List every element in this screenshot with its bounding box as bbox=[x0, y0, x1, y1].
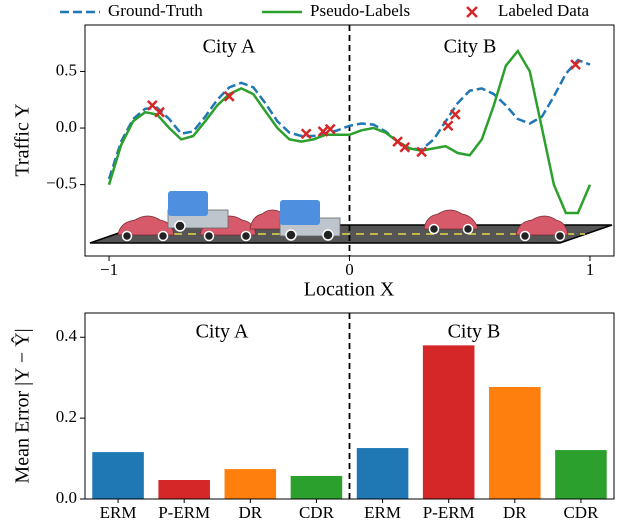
y-tick-label: 0.2 bbox=[56, 407, 77, 426]
labeled-point bbox=[444, 121, 453, 130]
annotation: City A bbox=[203, 36, 256, 58]
y-axis-label: Traffic Y bbox=[12, 103, 34, 176]
x-tick-label: 0 bbox=[345, 260, 354, 279]
bar bbox=[423, 345, 475, 499]
truck-cargo bbox=[280, 200, 320, 225]
x-tick-label: DR bbox=[503, 503, 527, 522]
bar bbox=[555, 450, 607, 499]
wheel bbox=[175, 221, 185, 231]
legend-label: Ground-Truth bbox=[108, 1, 203, 20]
road-illustration bbox=[90, 191, 612, 243]
legend-label: Labeled Data bbox=[498, 1, 590, 20]
y-tick-label: −0.5 bbox=[46, 174, 77, 193]
x-tick-label: −1 bbox=[100, 260, 118, 279]
bar bbox=[291, 476, 343, 499]
x-tick-label: CDR bbox=[299, 503, 335, 522]
x-tick-label: CDR bbox=[563, 503, 599, 522]
y-tick-label: 0.0 bbox=[56, 488, 77, 507]
annotation: City B bbox=[448, 321, 501, 343]
x-tick-label: ERM bbox=[364, 503, 401, 522]
wheel bbox=[286, 230, 296, 240]
y-tick-label: 0.0 bbox=[56, 117, 77, 136]
y-axis-label: Mean Error |Y − Ŷ| bbox=[11, 328, 34, 483]
x-tick-label: ERM bbox=[100, 503, 137, 522]
labeled-point bbox=[326, 125, 335, 134]
labeled-point bbox=[302, 129, 311, 138]
legend-label: Pseudo-Labels bbox=[310, 1, 410, 20]
chart: Location X Traffic Y Mean Error |Y − Ŷ| … bbox=[0, 0, 629, 527]
x-tick-label: 1 bbox=[586, 260, 595, 279]
wheel bbox=[521, 232, 530, 241]
wheel bbox=[205, 232, 214, 241]
annotation: City A bbox=[196, 321, 249, 343]
x-tick-label: P-ERM bbox=[158, 503, 210, 522]
wheel bbox=[123, 232, 132, 241]
wheel bbox=[556, 232, 565, 241]
labeled-point bbox=[451, 110, 460, 119]
x-axis-label: Location X bbox=[304, 279, 395, 301]
x-tick-label: DR bbox=[239, 503, 263, 522]
bar bbox=[357, 448, 409, 499]
bar bbox=[489, 387, 541, 499]
annotation: City B bbox=[444, 36, 497, 58]
x-tick-label: P-ERM bbox=[423, 503, 475, 522]
legend-swatch bbox=[467, 7, 477, 17]
wheel bbox=[323, 230, 333, 240]
wheel bbox=[464, 225, 473, 234]
bar bbox=[225, 469, 277, 499]
bar bbox=[158, 480, 210, 499]
truck-cargo bbox=[168, 191, 208, 216]
wheel bbox=[159, 232, 168, 241]
page: Location X Traffic Y Mean Error |Y − Ŷ| … bbox=[0, 0, 629, 527]
wheel bbox=[242, 232, 251, 241]
bar bbox=[92, 452, 144, 499]
y-tick-label: 0.5 bbox=[56, 60, 77, 79]
wheel bbox=[430, 225, 439, 234]
y-tick-label: 0.4 bbox=[56, 326, 78, 345]
